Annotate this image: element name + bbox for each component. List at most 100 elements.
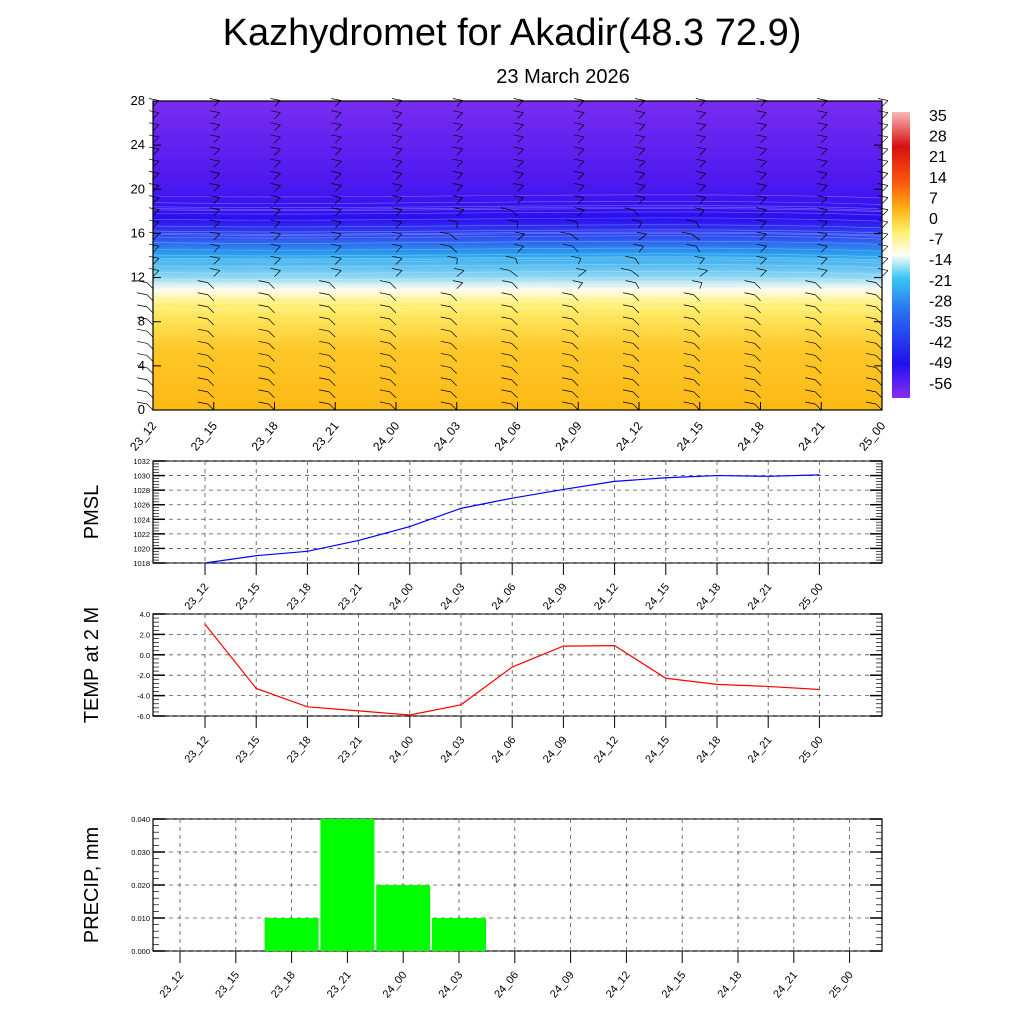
wind-barb: [817, 110, 828, 119]
wind-barb: [877, 146, 889, 156]
wind-barb: [379, 365, 397, 374]
x-tick-label: 24_15: [643, 734, 672, 765]
contour-line: [152, 283, 883, 288]
wind-barb: [513, 122, 524, 132]
x-tick-label: 23_15: [188, 419, 220, 454]
wind-barb: [258, 377, 275, 386]
wind-barb: [562, 304, 579, 314]
wind-barb: [574, 171, 585, 180]
y-tick-label: 16: [131, 225, 145, 240]
wind-barb: [270, 243, 281, 253]
wind-barb: [865, 389, 883, 399]
wind-barb: [865, 377, 883, 386]
y-axis-label: TEMP at 2 M: [81, 607, 103, 723]
wind-barb: [148, 122, 160, 132]
x-tick-label: 23_18: [285, 734, 314, 765]
chart-title: Kazhydromet for Akadir(48.3 72.9): [222, 12, 802, 54]
wind-barb: [507, 219, 519, 228]
wind-barb: [817, 243, 828, 253]
wind-barb: [148, 255, 160, 265]
x-tick-label: 24_21: [771, 969, 800, 1000]
data-line: [204, 474, 820, 564]
wind-barb: [562, 389, 579, 399]
wind-barb: [622, 328, 640, 338]
x-tick-label: 24_12: [604, 969, 633, 1000]
wind-barb: [379, 304, 397, 314]
wind-barb: [440, 328, 457, 338]
y-tick-label: 0.010: [131, 914, 150, 923]
contour-line: [152, 211, 883, 216]
wind-barb: [379, 353, 397, 362]
contour-line: [152, 308, 883, 313]
y-tick-label: 1030: [133, 472, 150, 481]
y-tick-label: -4.0: [137, 692, 150, 701]
wind-barb: [501, 401, 518, 411]
wind-barb: [695, 183, 706, 192]
wind-barb: [391, 243, 403, 253]
wind-barb: [452, 280, 464, 289]
cross-section-field: [153, 101, 882, 410]
wind-barb: [148, 171, 160, 180]
wind-barb: [756, 255, 767, 265]
wind-barb: [379, 316, 397, 326]
x-tick-label: 24_09: [541, 581, 570, 612]
wind-barb: [683, 377, 700, 386]
x-tick-label: 24_06: [492, 969, 521, 1000]
wind-barb: [513, 158, 524, 168]
wind-barb: [562, 292, 579, 301]
wind-barb: [452, 183, 463, 192]
wind-barb: [695, 146, 706, 156]
wind-barb: [452, 171, 463, 180]
wind-barb: [379, 340, 397, 350]
wind-barb: [447, 255, 458, 265]
wind-barb: [744, 389, 761, 399]
contour-line: [152, 259, 883, 264]
wind-barb: [148, 219, 160, 229]
y-tick-label: 8: [138, 314, 145, 329]
wind-barb: [331, 146, 342, 156]
wind-barb: [440, 401, 457, 411]
wind-barb: [817, 158, 828, 168]
wind-barb: [817, 255, 828, 265]
wind-barb: [379, 280, 397, 289]
wind-barb: [574, 146, 585, 156]
wind-barb: [331, 219, 342, 229]
y-tick-label: 1018: [133, 559, 150, 568]
wind-barb: [452, 158, 463, 168]
colorbar-label: -14: [929, 252, 952, 269]
wind-barb: [319, 389, 336, 399]
wind-barb: [209, 231, 220, 241]
wind-barb: [148, 268, 160, 277]
wind-barb: [683, 389, 700, 399]
wind-barb: [877, 183, 889, 192]
wind-barb: [148, 207, 160, 217]
contour-line: [152, 247, 883, 252]
wind-barb: [877, 219, 889, 229]
wind-barb: [686, 243, 701, 253]
wind-barb: [513, 146, 524, 156]
wind-barb: [744, 365, 761, 374]
contour-line: [152, 264, 883, 269]
wind-barb: [817, 183, 828, 192]
wind-barb: [209, 110, 220, 119]
wind-barb: [622, 316, 640, 326]
wind-barb: [136, 328, 154, 338]
wind-barb: [454, 207, 465, 217]
wind-barb: [197, 280, 214, 289]
wind-barb: [379, 401, 397, 411]
wind-barb: [197, 340, 214, 350]
wind-barb: [756, 231, 767, 241]
y-tick-label: 1024: [133, 515, 150, 524]
wind-barb: [756, 268, 767, 277]
wind-barb: [634, 183, 646, 192]
wind-barb: [499, 268, 518, 277]
colorbar-label: -42: [929, 335, 952, 352]
wind-barb: [197, 304, 214, 314]
wind-barb: [636, 231, 648, 241]
wind-barb: [683, 401, 700, 411]
contour-line: [152, 270, 883, 275]
wind-barb: [805, 401, 822, 411]
wind-barb: [513, 171, 524, 180]
wind-barb: [258, 328, 275, 338]
wind-barb: [695, 122, 706, 132]
